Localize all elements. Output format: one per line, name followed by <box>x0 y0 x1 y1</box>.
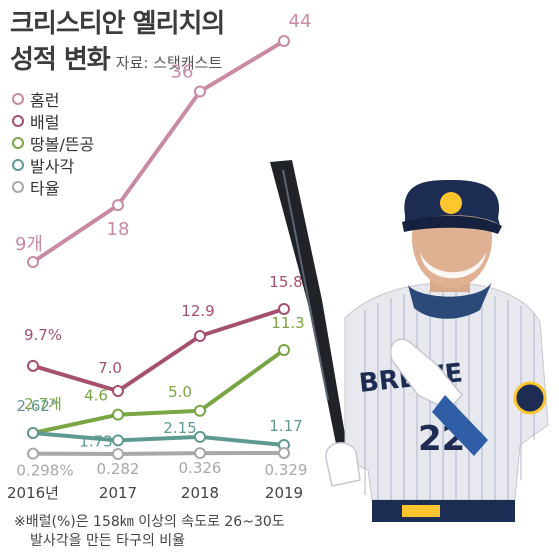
data-point-avg-1 <box>112 448 124 460</box>
data-label-hr-1: 18 <box>107 219 130 240</box>
data-label-barrel-0: 9.7% <box>24 326 62 344</box>
series-line-flyball <box>31 348 286 435</box>
data-point-barrel-0 <box>27 359 39 372</box>
helmet-brim <box>402 215 502 234</box>
data-point-launch-1 <box>112 434 124 447</box>
data-point-flyball-2 <box>194 404 206 417</box>
belt-buckle <box>402 505 440 517</box>
data-label-hr-3: 44 <box>289 11 312 32</box>
legend-label-launch: 발사각 <box>30 157 75 176</box>
data-point-barrel-2 <box>194 330 206 343</box>
x-tick-label-0: 2016년 <box>7 484 59 502</box>
data-point-hr-1 <box>112 199 124 212</box>
series-line-barrel <box>31 307 286 393</box>
legend-label-barrel: 배럴 <box>30 113 60 132</box>
data-point-launch-0 <box>27 427 39 439</box>
legend-label-hr: 홈런 <box>30 91 60 110</box>
legend-item-launch: 발사각 <box>12 154 94 176</box>
series-line-launch <box>31 431 286 447</box>
title-line-1: 크리스티안 옐리치의 <box>10 9 225 39</box>
x-tick-label-1: 2017 <box>99 484 137 502</box>
neck-gaiter <box>408 282 492 319</box>
legend-item-barrel: 배럴 <box>12 110 94 132</box>
data-label-hr-0: 9개 <box>15 234 43 255</box>
data-label-flyball-0: 2.7개 <box>24 395 62 413</box>
data-label-barrel-3: 15.8 <box>269 273 302 291</box>
title-line-2-text: 성적 변화 <box>10 45 111 75</box>
sleeve-patch <box>513 381 547 415</box>
legend-marker-hr <box>12 93 24 105</box>
legend-item-avg: 타율 <box>12 176 94 198</box>
x-tick-label-2: 2018 <box>181 484 219 502</box>
data-point-launch-2 <box>194 430 206 443</box>
legend-item-flyball: 땅볼/뜬공 <box>12 132 94 154</box>
legend-item-hr: 홈런 <box>12 88 94 110</box>
data-label-avg-1: 0.282 <box>97 460 140 478</box>
data-label-launch-3: 1.17 <box>269 417 302 435</box>
data-label-avg-2: 0.326 <box>179 459 222 477</box>
data-point-avg-0 <box>27 447 39 460</box>
helmet-logo <box>440 192 462 214</box>
batting-glove-left <box>325 442 361 487</box>
data-label-launch-1: 1.73 <box>79 432 112 450</box>
wristband <box>432 395 488 456</box>
title-line-2: 성적 변화 자료: 스탯캐스트 <box>10 42 224 81</box>
data-point-avg-2 <box>194 447 206 460</box>
footnote: ※배럴(%)은 158㎞ 이상의 속도로 26~30도 발사각을 만든 타구의 … <box>14 513 285 551</box>
legend-marker-barrel <box>12 115 24 127</box>
series-line-avg <box>31 451 286 456</box>
footnote-line-1: ※배럴(%)은 158㎞ 이상의 속도로 26~30도 <box>14 514 285 530</box>
data-label-barrel-2: 12.9 <box>181 302 214 320</box>
smile <box>420 252 486 279</box>
data-label-barrel-1: 7.0 <box>98 359 122 377</box>
legend-marker-flyball <box>12 137 24 149</box>
source-note: 자료: 스탯캐스트 <box>115 54 223 72</box>
data-point-barrel-3 <box>278 303 290 315</box>
data-point-hr-3 <box>278 35 290 47</box>
data-label-hr-2: 36 <box>171 62 194 83</box>
data-point-avg-3 <box>278 447 290 459</box>
data-label-flyball-1: 4.6 <box>84 387 108 405</box>
legend-marker-avg <box>12 181 24 193</box>
data-point-flyball-3 <box>278 344 290 356</box>
bat-highlight <box>282 169 329 401</box>
chart-title: 크리스티안 옐리치의 성적 변화 자료: 스탯캐스트 <box>10 6 225 81</box>
batting-glove-right <box>389 338 464 411</box>
legend: 홈런 배럴 땅볼/뜬공 발사각 타율 <box>12 88 94 198</box>
data-point-flyball-1 <box>112 408 124 421</box>
data-label-avg-3: 0.329 <box>265 461 308 479</box>
data-label-launch-2: 2.15 <box>163 419 196 437</box>
data-label-avg-0: 0.298% <box>16 462 73 480</box>
data-point-hr-2 <box>194 85 206 98</box>
legend-label-flyball: 땅볼/뜬공 <box>30 135 95 154</box>
data-label-launch-0: 2.62° <box>17 397 58 415</box>
legend-label-avg: 타율 <box>30 179 60 198</box>
data-point-hr-0 <box>27 256 39 268</box>
footnote-line-2: 발사각을 만든 타구의 비율 <box>30 533 186 549</box>
data-point-barrel-1 <box>112 385 124 397</box>
series-line-hr <box>31 39 286 264</box>
data-label-flyball-2: 5.0 <box>168 383 192 401</box>
x-tick-label-3: 2019 <box>265 484 303 502</box>
data-label-flyball-3: 11.3 <box>271 314 304 332</box>
legend-marker-launch <box>12 159 24 171</box>
